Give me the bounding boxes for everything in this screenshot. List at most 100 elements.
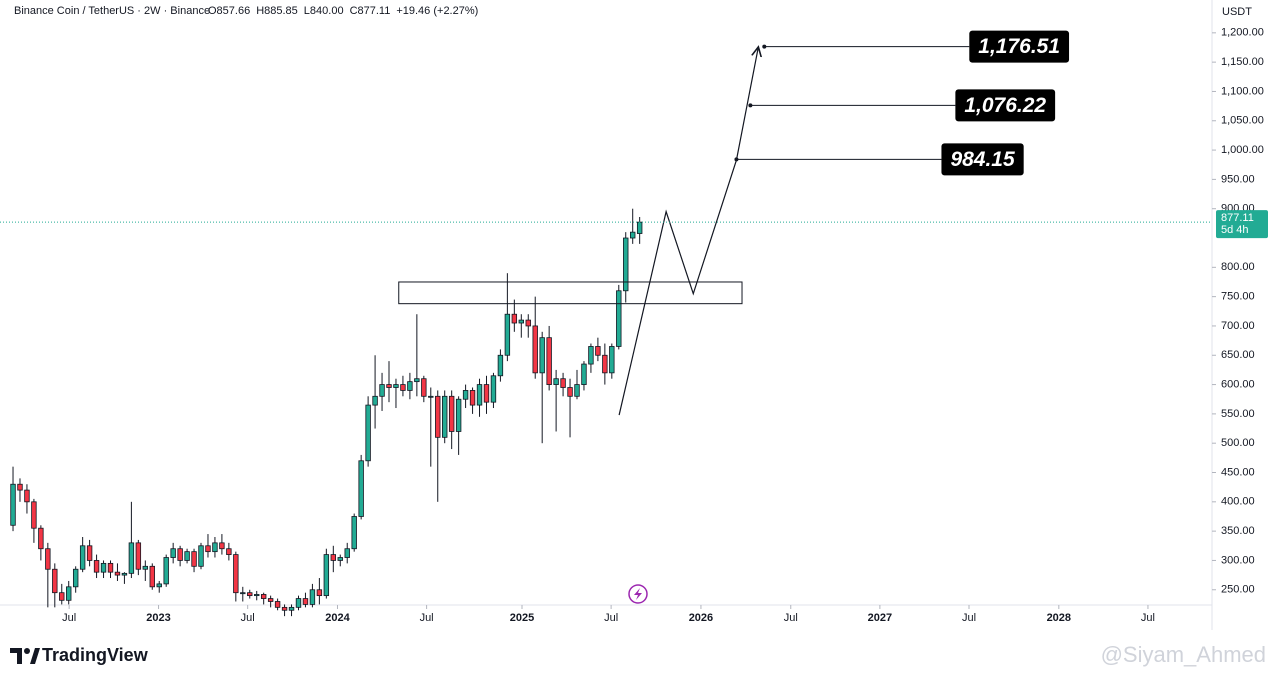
y-tick-label: 750.00 [1221, 291, 1255, 303]
target-label: 1,176.51 [978, 35, 1060, 58]
candle-body [386, 384, 392, 388]
candle-body [10, 483, 16, 526]
brand: TradingView [42, 645, 149, 665]
candle-body [428, 395, 434, 398]
candle-body [72, 568, 79, 588]
y-tick-label: 650.00 [1221, 349, 1255, 361]
y-tick-label: 700.00 [1221, 320, 1255, 332]
candle-body [288, 606, 295, 611]
candle-body [511, 313, 518, 324]
candle-body [240, 592, 246, 595]
candle-body [442, 395, 448, 438]
x-tick-label: Jul [241, 612, 255, 624]
candle-body [170, 548, 176, 558]
target-dot [762, 44, 767, 49]
candle-body [365, 404, 371, 462]
candle-body [567, 387, 573, 397]
brand-logo[interactable]: TradingView [10, 645, 149, 665]
candle-body [184, 551, 190, 561]
candle-body [219, 542, 225, 550]
candle-body [525, 319, 531, 327]
candle-body [79, 545, 86, 570]
x-tick-label: Jul [62, 612, 76, 624]
last-price: 877.11 [1221, 212, 1254, 224]
candle-body [135, 542, 142, 570]
candle-body [45, 548, 51, 570]
y-tick-label: 550.00 [1221, 408, 1255, 420]
x-tick-label: Jul [1141, 612, 1155, 624]
candle-body [532, 325, 538, 374]
candle-body [462, 390, 469, 400]
candle-body [247, 592, 253, 597]
candle-body [316, 589, 323, 597]
candle-body [469, 390, 476, 406]
candle-body [455, 398, 462, 432]
candle-body [177, 548, 183, 561]
candle-body [609, 346, 615, 374]
candle-body [421, 378, 427, 397]
projection-path [618, 47, 758, 416]
symbol: Binance Coin / TetherUS · 2W · Binance [14, 5, 210, 17]
candle-body [86, 545, 93, 561]
y-tick-label: 600.00 [1221, 378, 1255, 390]
replay-icon[interactable] [628, 584, 648, 604]
candle-body [546, 337, 552, 385]
candle-body [337, 557, 343, 561]
candle-body [358, 460, 364, 517]
candle-body [351, 516, 357, 550]
candle-body [581, 363, 587, 385]
candle-body [435, 395, 441, 438]
candle-body [344, 548, 350, 558]
x-tick-label: 2024 [325, 612, 350, 624]
candle-body [630, 231, 636, 239]
candle-body [616, 290, 622, 347]
candle-body [17, 483, 23, 491]
candle-body [114, 571, 121, 576]
candle-body [323, 554, 330, 597]
candle-body [128, 542, 135, 574]
x-tick-label: Jul [784, 612, 798, 624]
y-tick-label: 300.00 [1221, 554, 1255, 566]
x-tick-label: 2023 [146, 612, 170, 624]
candle-body [38, 527, 44, 550]
target-label: 1,076.22 [964, 94, 1046, 117]
candle-body [205, 545, 211, 553]
candle-body [100, 562, 107, 573]
candle-body [260, 594, 267, 599]
target-box [941, 143, 1024, 176]
x-tick-label: 2026 [689, 612, 713, 624]
candle-body [295, 598, 302, 608]
candle-body [281, 606, 288, 611]
ohlc-high: H885.85 [256, 5, 298, 17]
candle-body [191, 551, 197, 567]
candle-body [483, 384, 490, 403]
candle-body [636, 221, 643, 234]
candle-body [198, 545, 204, 567]
candle-body [93, 560, 100, 573]
candle-body [504, 313, 511, 356]
last-price-box [1216, 210, 1268, 239]
candle-body [553, 378, 559, 385]
x-tick-label: 2027 [868, 612, 892, 624]
candle-body [31, 501, 37, 529]
target-dot [748, 103, 753, 108]
candle-body [107, 562, 114, 573]
zone [398, 281, 743, 305]
candle-body [448, 395, 455, 432]
candle-body [233, 554, 239, 594]
x-tick-label: Jul [962, 612, 976, 624]
candle-body [267, 598, 274, 602]
y-tick-label: 1,000.00 [1221, 144, 1264, 156]
candle-body [400, 384, 406, 391]
candle-body [539, 337, 545, 374]
x-tick-label: Jul [604, 612, 618, 624]
ohlc-change: +19.46 (+2.27%) [396, 5, 478, 17]
target-label: 984.15 [950, 148, 1015, 171]
y-tick-label: 950.00 [1221, 173, 1255, 185]
candle-body [379, 384, 385, 397]
y-tick-label: 1,150.00 [1221, 56, 1264, 68]
candle-body [372, 395, 378, 406]
candle-body [393, 384, 399, 388]
